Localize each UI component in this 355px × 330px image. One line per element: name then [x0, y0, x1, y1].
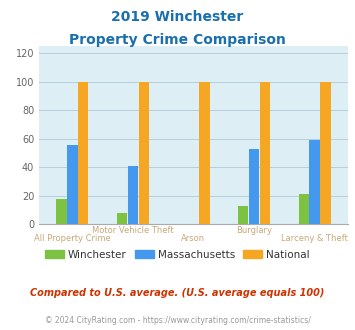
Text: © 2024 CityRating.com - https://www.cityrating.com/crime-statistics/: © 2024 CityRating.com - https://www.city… — [45, 316, 310, 325]
Bar — [238, 206, 248, 224]
Bar — [199, 82, 209, 224]
Text: Burglary: Burglary — [236, 226, 272, 235]
Text: Larceny & Theft: Larceny & Theft — [281, 234, 348, 243]
Text: Compared to U.S. average. (U.S. average equals 100): Compared to U.S. average. (U.S. average … — [30, 288, 325, 298]
Bar — [139, 82, 149, 224]
Bar — [299, 194, 309, 224]
Legend: Winchester, Massachusetts, National: Winchester, Massachusetts, National — [41, 246, 314, 264]
Bar — [128, 166, 138, 224]
Bar — [320, 82, 331, 224]
Bar — [260, 82, 270, 224]
Text: 2019 Winchester: 2019 Winchester — [111, 10, 244, 24]
Bar — [56, 199, 67, 224]
Bar — [249, 149, 259, 224]
Bar — [310, 140, 320, 224]
Text: Arson: Arson — [181, 234, 206, 243]
Text: All Property Crime: All Property Crime — [34, 234, 111, 243]
Bar — [117, 213, 127, 224]
Text: Property Crime Comparison: Property Crime Comparison — [69, 33, 286, 47]
Bar — [67, 145, 77, 224]
Text: Motor Vehicle Theft: Motor Vehicle Theft — [92, 226, 174, 235]
Bar — [78, 82, 88, 224]
